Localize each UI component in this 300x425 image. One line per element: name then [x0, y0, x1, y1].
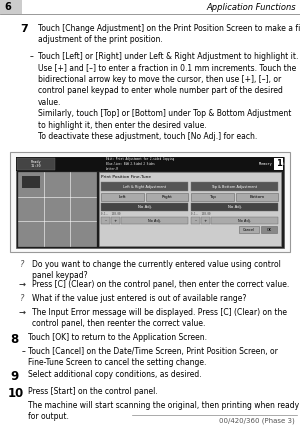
Text: ?: ?	[20, 294, 24, 303]
Text: No Adj.: No Adj.	[238, 218, 251, 223]
Text: 9: 9	[10, 370, 18, 383]
Bar	[191, 182, 278, 191]
Text: 8: 8	[10, 333, 18, 346]
Bar	[22, 176, 40, 188]
Bar	[101, 193, 143, 201]
Bar	[17, 158, 55, 170]
Bar	[99, 172, 281, 246]
Text: What if the value just entered is out of available range?: What if the value just entered is out of…	[32, 294, 246, 303]
Text: Press [C] (Clear) on the control panel, then enter the correct value.: Press [C] (Clear) on the control panel, …	[32, 280, 289, 289]
Text: Do you want to change the currently entered value using control
panel keypad?: Do you want to change the currently ente…	[32, 260, 281, 280]
Text: +: +	[114, 218, 117, 223]
Bar	[261, 226, 277, 233]
Bar	[101, 182, 188, 191]
Text: 1: 1	[276, 159, 281, 168]
Text: →: →	[19, 280, 26, 289]
Text: 00/420/360 (Phase 3): 00/420/360 (Phase 3)	[219, 418, 295, 425]
Text: Edit: Print Adjustment for 2-sided Copying
Blue-line: B&W 2-Sided 2 Sides
Letter: Edit: Print Adjustment for 2-sided Copyi…	[106, 157, 174, 170]
Text: The machine will start scanning the original, then printing when ready
for outpu: The machine will start scanning the orig…	[28, 401, 299, 421]
Text: No Adj.: No Adj.	[148, 218, 161, 223]
Bar	[16, 157, 284, 248]
Text: Top & Bottom Adjustment: Top & Bottom Adjustment	[212, 184, 258, 189]
Text: 6: 6	[4, 2, 11, 12]
Text: –: –	[30, 52, 34, 61]
Bar	[274, 158, 283, 170]
Bar	[191, 217, 200, 224]
Bar	[18, 172, 96, 246]
Text: No Adj.: No Adj.	[137, 205, 152, 209]
Bar	[236, 193, 278, 201]
Text: Print Position Fine-Tune: Print Position Fine-Tune	[101, 175, 151, 179]
Text: Application Functions: Application Functions	[206, 3, 296, 11]
Text: The Input Error message will be displayed. Press [C] (Clear) on the
control pane: The Input Error message will be displaye…	[32, 308, 287, 328]
Text: Top: Top	[209, 195, 216, 199]
Bar	[101, 217, 110, 224]
Text: 0.1.-  100.00: 0.1.- 100.00	[101, 212, 121, 216]
Text: –: –	[22, 347, 26, 356]
Bar	[0, 0, 22, 14]
Text: Touch [OK] to return to the Application Screen.: Touch [OK] to return to the Application …	[28, 333, 207, 342]
Text: ?: ?	[20, 260, 24, 269]
Bar	[111, 217, 120, 224]
Text: Left: Left	[118, 195, 126, 199]
Bar	[146, 193, 188, 201]
Bar	[211, 217, 278, 224]
Text: 10: 10	[8, 387, 24, 400]
Text: –: –	[104, 218, 106, 223]
Text: Touch [Cancel] on the Date/Time Screen, Print Position Screen, or
Fine-Tune Scre: Touch [Cancel] on the Date/Time Screen, …	[28, 347, 278, 367]
Text: Touch [Change Adjustment] on the Print Position Screen to make a fine
adjustment: Touch [Change Adjustment] on the Print P…	[38, 24, 300, 45]
Text: OK: OK	[266, 227, 272, 232]
Text: Cancel: Cancel	[243, 227, 255, 232]
Bar	[191, 193, 233, 201]
Text: Memory  100%: Memory 100%	[259, 162, 284, 166]
Text: No Adj.: No Adj.	[227, 205, 242, 209]
Text: –: –	[194, 218, 196, 223]
Text: Ready
11:30: Ready 11:30	[31, 160, 41, 168]
Text: 7: 7	[20, 24, 28, 34]
Bar	[16, 157, 284, 171]
Text: Right: Right	[161, 195, 172, 199]
Bar	[239, 226, 259, 233]
Bar	[10, 152, 290, 252]
Bar	[121, 217, 188, 224]
Text: Press [Start] on the control panel.: Press [Start] on the control panel.	[28, 387, 158, 396]
Text: Bottom: Bottom	[249, 195, 264, 199]
Text: →: →	[19, 308, 26, 317]
Bar	[101, 203, 188, 211]
Bar	[201, 217, 210, 224]
Text: Select additional copy conditions, as desired.: Select additional copy conditions, as de…	[28, 370, 202, 379]
Text: 0.1.-  100.00: 0.1.- 100.00	[191, 212, 211, 216]
Text: +: +	[204, 218, 207, 223]
Text: Touch [Left] or [Right] under Left & Right Adjustment to highlight it.
Use [+] a: Touch [Left] or [Right] under Left & Rig…	[38, 52, 298, 141]
Text: Left & Right Adjustment: Left & Right Adjustment	[123, 184, 166, 189]
Bar	[191, 203, 278, 211]
